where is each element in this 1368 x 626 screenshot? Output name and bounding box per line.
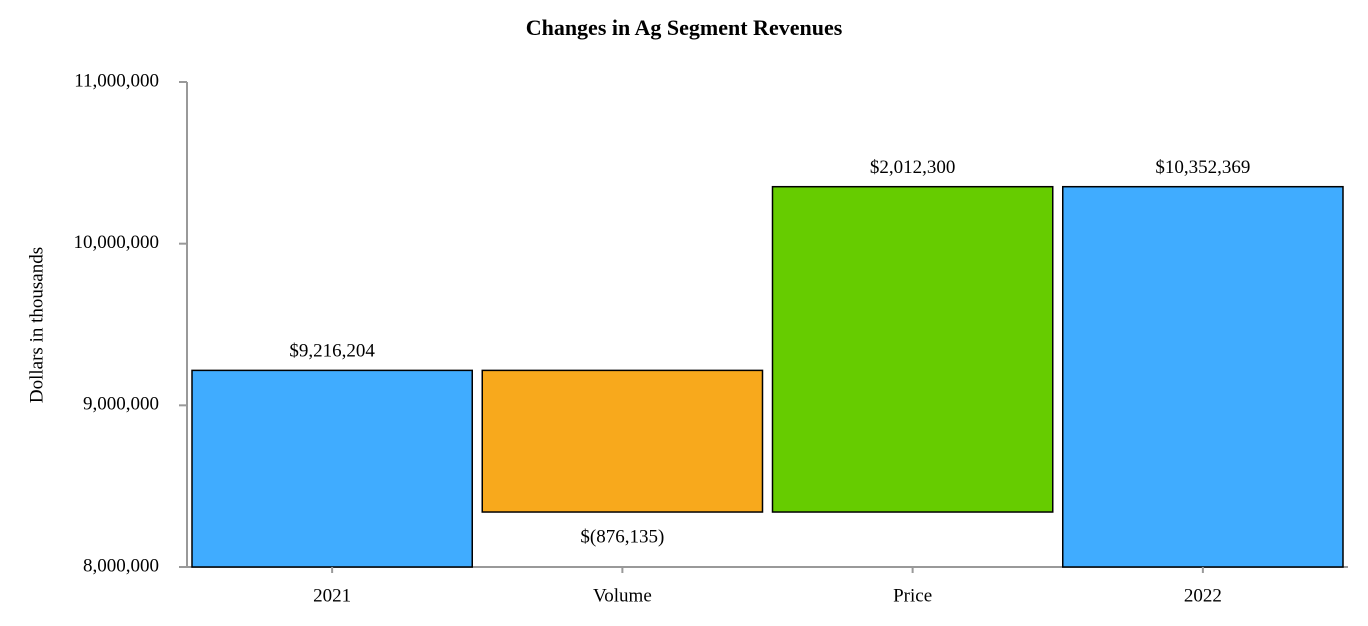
y-tick-label: 8,000,000 — [83, 555, 159, 576]
bar — [771, 185, 1054, 513]
x-tick-label: 2022 — [1184, 585, 1222, 606]
y-tick-label: 11,000,000 — [74, 70, 159, 91]
y-axis-label: Dollars in thousands — [26, 247, 47, 403]
x-tick-label: Volume — [593, 585, 652, 606]
y-tick-label: 10,000,000 — [74, 232, 160, 253]
x-tick-label: 2021 — [313, 585, 351, 606]
value-label: $9,216,204 — [289, 341, 375, 362]
bar — [481, 369, 764, 513]
bar — [1062, 185, 1344, 568]
y-tick-label: 9,000,000 — [83, 394, 159, 415]
value-label: $2,012,300 — [870, 157, 956, 178]
x-tick-label: Price — [893, 585, 932, 606]
chart-title: Changes in Ag Segment Revenues — [526, 15, 843, 40]
value-label: $10,352,369 — [1155, 157, 1250, 178]
value-label: $(876,135) — [580, 526, 664, 547]
bar — [191, 369, 473, 568]
